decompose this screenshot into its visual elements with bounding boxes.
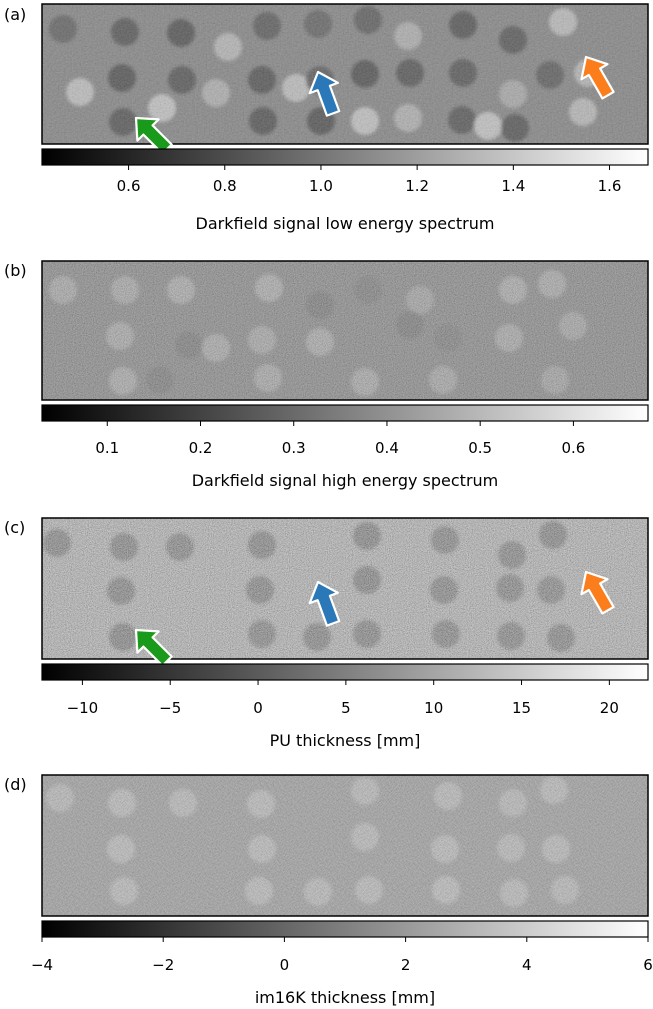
image-map bbox=[42, 775, 648, 916]
panel-letter: (b) bbox=[4, 261, 27, 280]
colorbar-tick-label: 0.3 bbox=[282, 439, 306, 457]
image-map bbox=[42, 518, 648, 659]
orange-arrow bbox=[580, 570, 615, 615]
colorbar-tick-label: 10 bbox=[424, 699, 443, 717]
colorbar-tick-label: −10 bbox=[67, 699, 99, 717]
colorbar-tick-label: 1.4 bbox=[501, 177, 525, 195]
colorbar-tick-label: 1.6 bbox=[598, 177, 622, 195]
image-frame bbox=[41, 517, 649, 660]
image-map bbox=[42, 261, 648, 400]
colorbar-tick-label: −5 bbox=[159, 699, 181, 717]
colorbar-label: Darkfield signal high energy spectrum bbox=[192, 471, 499, 490]
panel-letter: (c) bbox=[4, 518, 25, 537]
colorbar-tick-label: −4 bbox=[31, 956, 53, 974]
image-noise bbox=[42, 775, 648, 916]
colorbar-label: PU thickness [mm] bbox=[270, 731, 421, 750]
colorbar bbox=[41, 663, 649, 681]
colorbar-tick-label: −2 bbox=[152, 956, 174, 974]
panel-b: (b) 0.1 0.2 0.3 0.4 0.5 0.6 Darkfield signal hi… bbox=[4, 260, 649, 490]
image-frame bbox=[41, 260, 649, 401]
panel-letter: (d) bbox=[4, 775, 27, 794]
colorbar-tick-label: 20 bbox=[600, 699, 619, 717]
image-map bbox=[42, 4, 648, 144]
colorbar-tick-label: 0.8 bbox=[213, 177, 237, 195]
colorbar bbox=[41, 148, 649, 166]
colorbar-tick-label: 15 bbox=[512, 699, 531, 717]
colorbar-tick-label: 0 bbox=[280, 956, 290, 974]
colorbar-tick-label: 0.6 bbox=[561, 439, 585, 457]
colorbar-tick-label: 0.6 bbox=[117, 177, 141, 195]
image-noise bbox=[42, 518, 648, 659]
panel-c: (c) −10 −5 0 5 10 15 20 PU thickness [mm] bbox=[4, 517, 649, 750]
colorbar-tick-label: 0 bbox=[253, 699, 263, 717]
image-noise bbox=[42, 261, 648, 400]
panel-a: (a) 0.6 0.8 1.0 1.2 1.4 1.6 Darkfield signal lo… bbox=[4, 3, 649, 233]
colorbar-tick-label: 4 bbox=[522, 956, 532, 974]
colorbar bbox=[41, 404, 649, 422]
green-arrow bbox=[134, 628, 173, 667]
colorbar-tick-label: 1.0 bbox=[309, 177, 333, 195]
colorbar-tick-label: 0.4 bbox=[375, 439, 399, 457]
panel-letter: (a) bbox=[4, 5, 26, 24]
image-frame bbox=[41, 3, 649, 145]
image-frame bbox=[41, 774, 649, 917]
colorbar-tick-label: 6 bbox=[643, 956, 653, 974]
blue-arrow bbox=[308, 580, 341, 627]
colorbar-tick-label: 1.2 bbox=[405, 177, 429, 195]
colorbar-tick-label: 5 bbox=[341, 699, 351, 717]
colorbar-label: Darkfield signal low energy spectrum bbox=[196, 214, 495, 233]
orange-arrow bbox=[580, 55, 615, 100]
colorbar-tick-label: 2 bbox=[401, 956, 411, 974]
colorbar-label: im16K thickness [mm] bbox=[255, 988, 435, 1007]
colorbar-tick-label: 0.1 bbox=[95, 439, 119, 457]
panel-d: (d) −4 −2 0 2 4 6 im16K thickness [mm] bbox=[4, 774, 653, 1007]
colorbar-tick-label: 0.5 bbox=[468, 439, 492, 457]
colorbar bbox=[41, 920, 649, 938]
image-noise bbox=[42, 4, 648, 144]
colorbar-tick-label: 0.2 bbox=[189, 439, 213, 457]
blue-arrow bbox=[308, 70, 341, 117]
